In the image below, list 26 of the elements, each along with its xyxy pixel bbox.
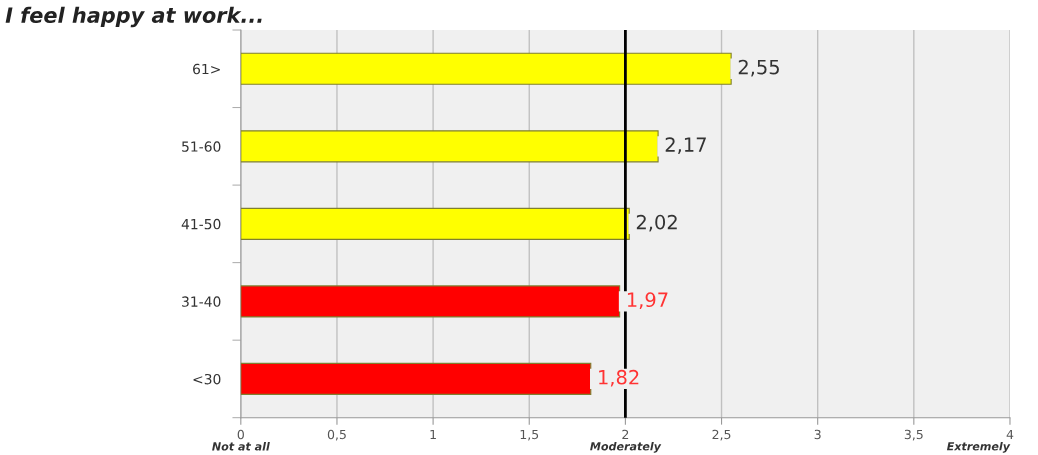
y-tick-label: 51-60 (182, 141, 221, 152)
chart-title: I feel happy at work... (5, 6, 262, 28)
x-tick-label: 0,5 (327, 429, 346, 441)
bar (240, 207, 630, 240)
data-label: 1,97 (627, 292, 668, 310)
x-tick-label: 2 (622, 429, 629, 439)
data-label: 1,82 (599, 369, 639, 387)
x-tick-label: 4 (1006, 429, 1014, 439)
x-tick-label: 0 (237, 429, 244, 440)
text: Extremely (946, 441, 1011, 453)
y-tick-label: <30 (193, 373, 221, 385)
text: Moderately (590, 441, 662, 453)
y-tick-label: 61> (193, 63, 220, 75)
x-tick-label: 2,5 (712, 429, 731, 441)
bar (240, 130, 659, 163)
x-tick-label: 3 (814, 429, 821, 440)
data-label: 2,17 (665, 137, 706, 154)
text: Not at all (212, 441, 270, 451)
y-tick-label: 31-40 (182, 296, 221, 307)
data-label: 2,55 (738, 59, 779, 77)
bar (240, 52, 732, 85)
x-tick-label: 1,5 (520, 429, 539, 441)
x-tick-label: 1 (430, 429, 436, 439)
data-label: 2,02 (636, 214, 677, 232)
x-tick-label: 3,5 (904, 429, 923, 441)
y-tick-label: 41-50 (181, 218, 221, 230)
